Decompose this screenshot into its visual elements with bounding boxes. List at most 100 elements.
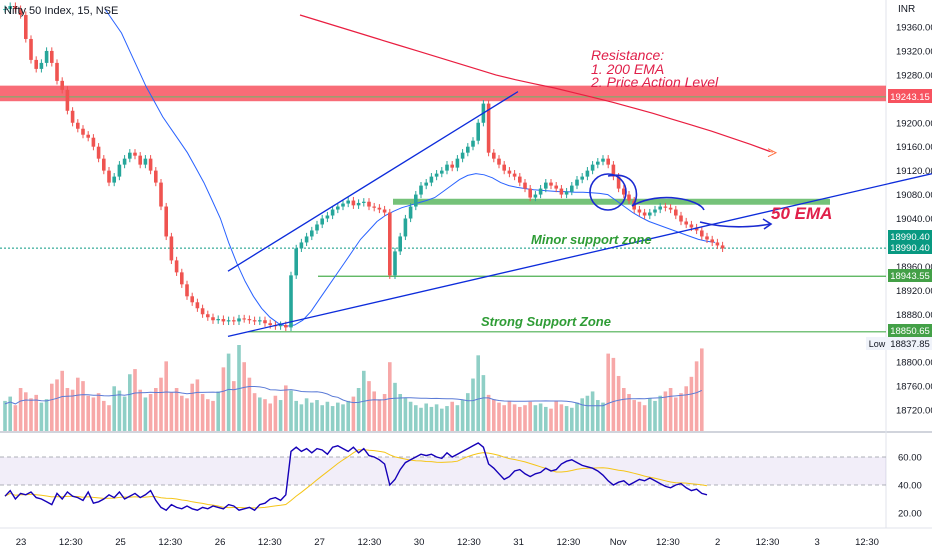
rsi-band: [0, 457, 886, 485]
rsi-pane[interactable]: [0, 433, 886, 528]
candle: [299, 242, 304, 249]
candle: [315, 224, 319, 231]
time-tick-label: 2: [715, 537, 720, 548]
volume-bar: [185, 398, 189, 431]
candle: [195, 302, 200, 309]
rsi-tick-label: 20.00: [898, 509, 922, 520]
symbol-title[interactable]: Nifty 50 Index, 15, NSE: [4, 5, 118, 17]
volume-bar: [684, 386, 688, 431]
candle: [39, 62, 44, 69]
candle: [211, 317, 215, 321]
candle: [258, 320, 262, 322]
candle: [611, 164, 616, 177]
minor-support-badge: 18943.55: [888, 269, 932, 282]
candle: [133, 152, 137, 156]
volume-bar: [382, 394, 387, 431]
volume-bar: [138, 389, 142, 431]
candle: [34, 59, 38, 69]
candle: [55, 62, 59, 81]
volume-bar: [637, 401, 642, 431]
candle: [460, 152, 465, 159]
price-axis[interactable]: 19360.00 19320.00 19280.00 19200.00 19160.00…: [896, 23, 932, 417]
volume-bar: [611, 357, 616, 431]
time-axis[interactable]: 23 12:30 25 12:30 26 12:30 27 12:30 30 12:30 31 12:…: [16, 537, 879, 548]
volume-bar: [252, 393, 257, 431]
resistance-badge: 19243.15: [888, 89, 932, 103]
candle: [528, 188, 532, 198]
volume-bar: [91, 397, 96, 431]
volume-bar: [289, 390, 293, 431]
price-pane[interactable]: [0, 0, 886, 431]
candle: [294, 248, 298, 276]
volume-bar: [180, 395, 184, 431]
candle: [362, 201, 366, 203]
volume-bar: [336, 402, 340, 431]
candle: [502, 164, 506, 171]
price-tick-label: 19320.00: [896, 46, 932, 57]
candle: [388, 212, 392, 276]
candle: [174, 260, 179, 273]
volume-bar: [616, 375, 621, 431]
candle: [148, 158, 153, 171]
candle: [497, 158, 501, 165]
candle: [601, 158, 605, 162]
volume-bar: [50, 383, 54, 431]
candle: [705, 236, 709, 240]
candle: [242, 318, 246, 320]
volume-bar: [39, 402, 44, 431]
candle: [393, 251, 397, 276]
volume-bar: [299, 404, 304, 431]
svg-text:19243.15: 19243.15: [890, 92, 930, 103]
volume-bar: [107, 405, 111, 431]
time-tick-label: 12:30: [59, 537, 83, 548]
price-tick-label: 19040.00: [896, 214, 932, 225]
breakdown-circle: [589, 173, 627, 211]
volume-bar: [601, 402, 605, 431]
candle: [284, 325, 288, 328]
candle: [450, 164, 454, 168]
strong-support-badge: 18850.65: [888, 324, 932, 337]
channel-upper-line: [227, 91, 519, 272]
candle: [206, 314, 210, 318]
volume-bar: [278, 400, 283, 431]
projection-arrowhead: [762, 218, 773, 230]
candle: [616, 176, 621, 189]
volume-bar: [424, 403, 428, 431]
volume-bar: [622, 388, 626, 431]
rsi-axis[interactable]: 60.00 40.00 20.00: [898, 453, 922, 520]
candle: [523, 182, 527, 189]
candle: [596, 161, 600, 165]
volume-bar: [320, 405, 324, 431]
candle: [24, 15, 28, 39]
candle: [8, 6, 12, 10]
volume-bar: [143, 397, 148, 431]
resistance-title: Resistance:: [591, 47, 664, 63]
rsi-line: [4, 442, 708, 512]
candle: [112, 176, 116, 183]
volume-bar: [29, 398, 33, 431]
rsi-tick-label: 60.00: [898, 453, 922, 464]
time-tick-label: 12:30: [158, 537, 182, 548]
volume-bar: [663, 391, 668, 431]
svg-text:18850.65: 18850.65: [890, 326, 930, 337]
volume-bar: [169, 392, 174, 431]
candle: [648, 212, 652, 216]
candle: [107, 170, 111, 183]
price-tick-label: 18720.00: [896, 406, 932, 417]
volume-bar: [351, 396, 356, 431]
volume-bar: [460, 400, 465, 431]
candle: [169, 236, 174, 261]
volume-bar: [195, 379, 200, 431]
candle: [247, 319, 252, 321]
price-tick-label: 18920.00: [896, 286, 932, 297]
candle: [518, 176, 522, 183]
volume-bar: [18, 388, 23, 431]
candle: [221, 319, 226, 322]
volume-bar: [564, 406, 569, 431]
volume-bar: [154, 388, 158, 431]
volume-bar: [200, 394, 205, 431]
candle: [226, 320, 231, 322]
candle: [653, 209, 657, 213]
candle: [627, 194, 631, 201]
